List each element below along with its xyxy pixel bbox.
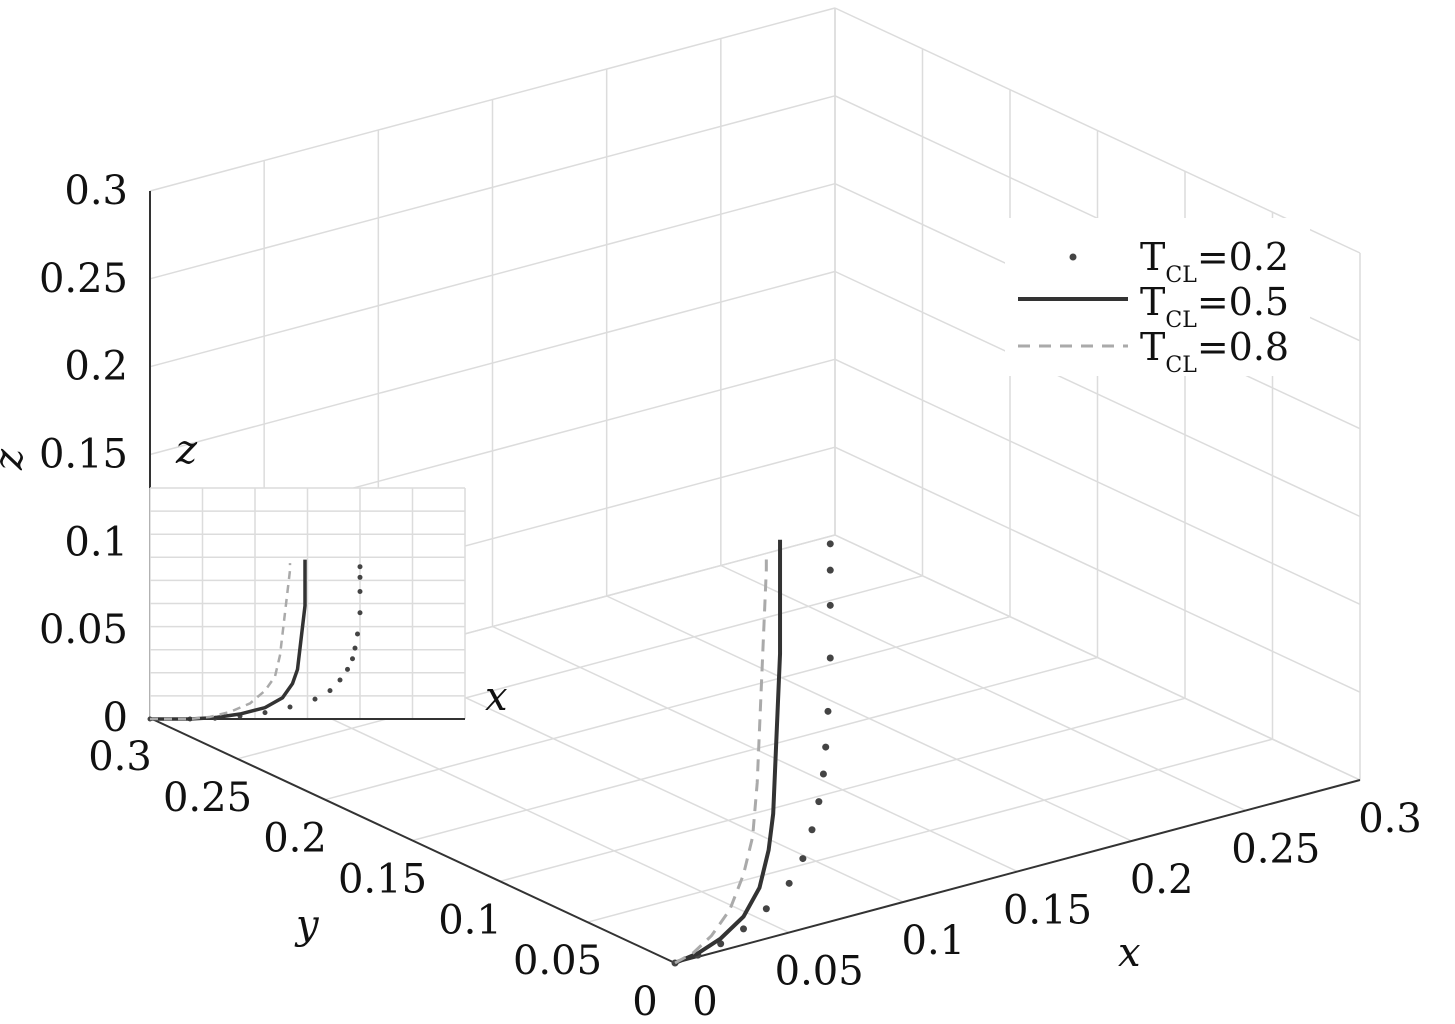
- y-tick-label: 0.25: [163, 775, 252, 821]
- floor-grid-line: [412, 656, 1098, 842]
- inset-panel: x z: [147, 427, 508, 722]
- series-t-cl-0-2-point: [826, 601, 834, 609]
- x-axis-label: x: [1118, 930, 1141, 976]
- series-t-cl-0-2-point: [826, 540, 834, 548]
- inset-series-t-cl-0-2-point: [345, 666, 350, 672]
- series-layer: [671, 539, 834, 967]
- x-tick-label: 0.25: [1231, 827, 1320, 873]
- floor-grid-line: [587, 738, 1273, 923]
- back-wall-grid-line: [834, 358, 1361, 606]
- series-t-cl-0-2-point: [762, 905, 770, 913]
- y-tick-label: 0.15: [338, 857, 427, 903]
- inset-series-t-cl-0-2-point: [357, 588, 363, 594]
- side-wall-grid-line: [149, 270, 836, 456]
- series-t-cl-0-2-point: [822, 743, 830, 751]
- legend-label-tcl-0-2: TCL=0.2: [1140, 235, 1289, 288]
- z-tick-label: 0.05: [39, 607, 128, 653]
- legend-label-tcl-0-5: TCL=0.5: [1140, 280, 1289, 333]
- legend-label-tcl-0-8: TCL=0.8: [1140, 325, 1289, 378]
- inset-series-t-cl-0-5-line: [150, 559, 307, 721]
- side-wall-grid-line: [149, 95, 836, 280]
- tick-layer: 00.050.10.150.20.250.300.050.10.150.20.2…: [39, 168, 1422, 1024]
- inset-series-t-cl-0-2-point: [312, 696, 318, 702]
- series-t-cl-0-5-line: [674, 539, 783, 965]
- floor-grid-line: [237, 575, 923, 760]
- side-wall-grid-line: [149, 7, 836, 192]
- x-tick-label: 0.05: [775, 949, 864, 995]
- y-tick-label: 0.2: [263, 816, 327, 862]
- floor-grid-line: [324, 615, 1011, 801]
- series-t-cl-0-2-point: [799, 855, 807, 863]
- inset-series-layer: [147, 559, 363, 722]
- back-wall-grid-line: [834, 7, 1361, 254]
- x-tick-label: 0.2: [1130, 857, 1194, 903]
- series-t-cl-0-2-point: [785, 879, 793, 887]
- inset-grid: [149, 487, 466, 720]
- z-tick-label: 0.25: [39, 256, 128, 302]
- inset-z-axis-label: z: [175, 427, 198, 473]
- series-t-cl-0-2-point: [740, 925, 747, 933]
- z-tick-label: 0: [103, 695, 128, 741]
- back-wall-grid-line: [834, 270, 1361, 518]
- inset-series-t-cl-0-2-point: [350, 656, 355, 662]
- y-tick-label: 0: [632, 979, 657, 1024]
- inset-series-t-cl-0-2-point: [355, 631, 360, 637]
- series-t-cl-0-2-point: [826, 566, 834, 574]
- x-tick-label: 0.3: [1358, 796, 1422, 842]
- y-axis-line: [149, 717, 676, 964]
- inset-series-t-cl-0-2-point: [357, 564, 363, 570]
- back-wall-grid-line: [834, 534, 1361, 781]
- x-axis-line: [674, 779, 1361, 964]
- inset-series-t-cl-0-2-point: [357, 574, 363, 580]
- x-tick-label: 0: [692, 979, 717, 1024]
- series-t-cl-0-2-point: [819, 770, 827, 778]
- inset-series-t-cl-0-2-point: [287, 704, 293, 710]
- series-t-cl-0-2-point: [808, 826, 816, 834]
- inset-x-axis-label: x: [485, 674, 508, 720]
- z-tick-label: 0.2: [64, 344, 128, 390]
- y-tick-label: 0.05: [513, 938, 602, 984]
- x-tick-label: 0.15: [1003, 888, 1092, 934]
- grid-layer: [149, 7, 1361, 964]
- legend: TCL=0.2 TCL=0.5 TCL=0.8: [1005, 218, 1310, 378]
- y-tick-label: 0.1: [438, 897, 502, 943]
- inset-series-t-cl-0-2-point: [337, 677, 343, 683]
- floor-grid-line: [499, 697, 1186, 883]
- legend-marker-tcl-0-2: [1069, 253, 1077, 261]
- y-tick-label: 0.3: [88, 734, 152, 780]
- side-wall-grid-line: [149, 182, 836, 368]
- inset-series-t-cl-0-2-point: [357, 610, 363, 616]
- inset-series-t-cl-0-2-point: [352, 645, 358, 651]
- series-t-cl-0-2-point: [826, 654, 834, 662]
- back-wall-grid-line: [834, 446, 1361, 693]
- inset-series-t-cl-0-2-point: [262, 710, 268, 716]
- x-tick-label: 0.1: [902, 918, 966, 964]
- inset-series-t-cl-0-2-point: [327, 688, 333, 694]
- y-axis-label: y: [294, 902, 320, 948]
- z-axis-label: z: [0, 448, 32, 471]
- series-t-cl-0-8-line: [674, 552, 768, 965]
- series-t-cl-0-2-point: [815, 798, 823, 806]
- z-tick-label: 0.1: [64, 519, 128, 565]
- inset-series-t-cl-0-8-line: [150, 563, 292, 721]
- series-t-cl-0-2-point: [824, 707, 832, 715]
- z-tick-label: 0.15: [39, 432, 128, 478]
- z-tick-label: 0.3: [64, 168, 128, 214]
